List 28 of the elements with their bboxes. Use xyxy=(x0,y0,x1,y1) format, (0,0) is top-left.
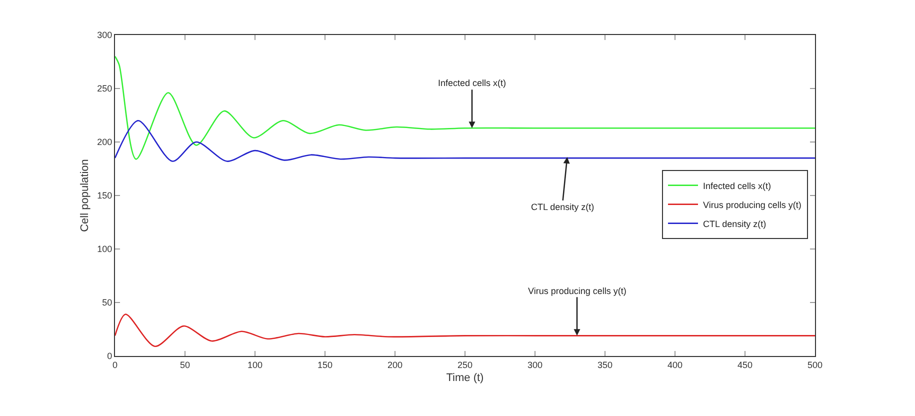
y-tick-label: 250 xyxy=(97,84,112,94)
y-tick-label: 50 xyxy=(102,298,112,308)
x-tick-label: 200 xyxy=(387,360,403,370)
x-axis-title: Time (t) xyxy=(446,372,484,384)
x-tick-label: 450 xyxy=(737,360,753,370)
line-series xyxy=(115,56,815,160)
x-tick-label: 250 xyxy=(457,360,473,370)
legend-label: Infected cells x(t) xyxy=(703,180,772,191)
y-tick-label: 200 xyxy=(97,137,112,148)
y-axis-title: Cell population xyxy=(78,159,91,232)
legend-label: CTL density z(t) xyxy=(703,218,766,229)
annotation: Virus producing cells y(t) xyxy=(528,286,626,296)
x-tick-label: 400 xyxy=(667,360,683,370)
x-tick-label: 350 xyxy=(597,360,613,370)
x-tick-label: 500 xyxy=(807,360,823,370)
x-tick-label: 300 xyxy=(527,360,543,370)
x-tick-label: 150 xyxy=(317,360,333,370)
y-tick-label: 100 xyxy=(97,244,112,254)
x-tick-label: 100 xyxy=(247,360,263,370)
y-tick-label: 300 xyxy=(97,30,112,40)
legend-label: Virus producing cells y(t) xyxy=(703,200,802,210)
line-series xyxy=(115,314,815,348)
line-series xyxy=(115,120,815,162)
annotation: Infected cells x(t) xyxy=(438,78,506,88)
y-tick-label: 0 xyxy=(107,351,112,362)
x-tick-label: 50 xyxy=(180,360,190,370)
y-tick-label: 150 xyxy=(97,190,112,201)
annotation: CTL density z(t) xyxy=(531,202,594,212)
